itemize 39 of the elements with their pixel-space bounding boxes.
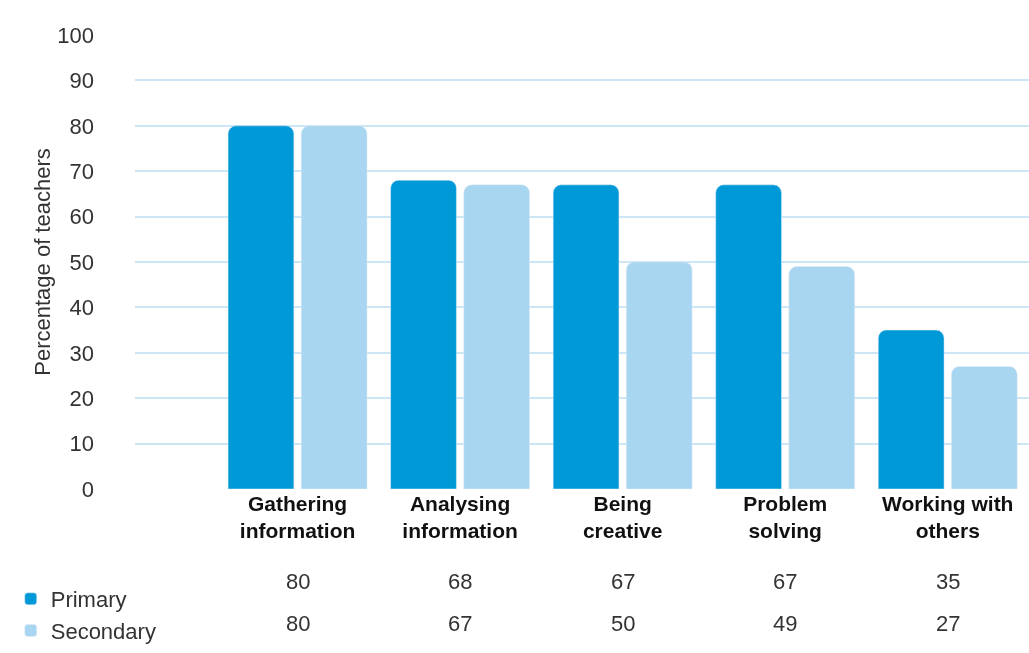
bar xyxy=(715,184,782,489)
y-tick-label: 50 xyxy=(69,249,94,275)
bar xyxy=(390,180,457,489)
legend-label: Secondary xyxy=(50,618,156,644)
y-tick-label: 100 xyxy=(57,22,94,48)
bar xyxy=(626,261,693,489)
data-label: 50 xyxy=(611,611,636,636)
y-tick-label: 30 xyxy=(69,340,94,366)
bar xyxy=(300,125,368,489)
x-tick-label: Problem solving xyxy=(743,492,828,543)
bar xyxy=(463,184,530,489)
x-tick-label: Being creative xyxy=(582,492,663,543)
bar xyxy=(227,125,295,489)
legend-label: Primary xyxy=(50,587,127,613)
y-tick-label: 10 xyxy=(69,431,94,457)
y-tick-label: 0 xyxy=(81,476,94,502)
y-tick-label: 40 xyxy=(69,295,94,321)
x-tick-label: Gathering information xyxy=(239,492,356,543)
bar xyxy=(877,329,945,489)
bar xyxy=(552,184,620,489)
y-axis-title: Percentage of teachers xyxy=(30,148,56,376)
data-label: 80 xyxy=(286,611,311,636)
data-label: 68 xyxy=(448,569,473,594)
y-tick-label: 70 xyxy=(69,158,94,184)
y-tick-label: 90 xyxy=(69,68,94,94)
x-tick-label: Working with others xyxy=(882,492,1014,543)
data-label: 35 xyxy=(936,569,961,594)
bar xyxy=(788,266,855,489)
data-label: 49 xyxy=(773,611,798,636)
y-tick-label: 20 xyxy=(69,385,94,411)
data-label: 27 xyxy=(936,611,961,636)
data-label: 67 xyxy=(611,569,636,594)
bar xyxy=(951,366,1018,489)
y-tick-label: 80 xyxy=(69,113,94,139)
data-label: 67 xyxy=(448,611,473,636)
data-label: 80 xyxy=(286,569,311,594)
y-tick-label: 60 xyxy=(69,204,94,230)
x-tick-label: Analysing information xyxy=(402,492,518,543)
data-label: 67 xyxy=(773,569,798,594)
